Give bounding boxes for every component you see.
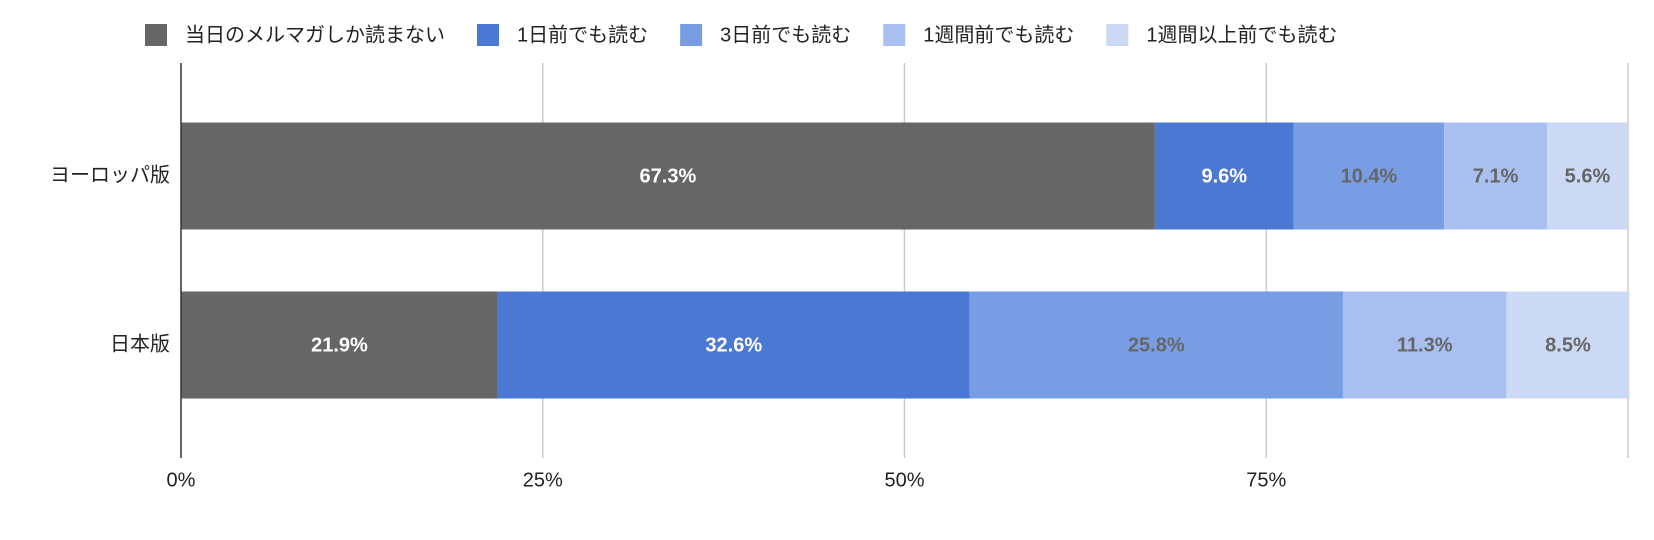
bar-segment [497, 291, 970, 399]
legend-label: 1日前でも読む [517, 23, 648, 46]
legend-label: 当日のメルマガしか読まない [185, 23, 445, 46]
y-tick-label: ヨーロッパ版 [50, 163, 170, 186]
value-label: 67.3% [640, 165, 697, 187]
value-label: 10.4% [1341, 165, 1398, 187]
x-tick-label: 25% [523, 469, 563, 491]
legend-label: 1週間以上前でも読む [1146, 23, 1337, 46]
bar-segment [1293, 122, 1445, 230]
value-label: 8.5% [1545, 334, 1591, 356]
bar-segment [1154, 122, 1294, 230]
x-tick-label: 75% [1246, 469, 1286, 491]
value-label: 11.3% [1397, 334, 1453, 356]
bar-segment [1546, 122, 1628, 230]
x-tick-label: 0% [167, 469, 196, 491]
value-label: 5.6% [1565, 165, 1611, 187]
value-label: 32.6% [705, 334, 762, 356]
legend-label: 1週間前でも読む [923, 23, 1074, 46]
legend-swatch [477, 24, 499, 46]
legend-label: 3日前でも読む [720, 23, 851, 46]
bar-segment [181, 122, 1155, 230]
y-tick-label: 日本版 [110, 332, 170, 355]
value-label: 25.8% [1128, 334, 1185, 356]
bar-segment [1342, 291, 1507, 399]
x-tick-label: 50% [884, 469, 924, 491]
legend-swatch [1106, 24, 1129, 46]
legend-swatch [680, 24, 703, 46]
legend-swatch [883, 24, 906, 46]
value-label: 7.1% [1473, 165, 1519, 187]
bar-segment [1444, 122, 1547, 230]
legend-swatch [145, 24, 167, 46]
value-label: 9.6% [1201, 165, 1247, 187]
bar-segment [969, 291, 1343, 399]
bar-segment [1506, 291, 1630, 399]
bar-segment [181, 291, 498, 399]
value-label: 21.9% [311, 334, 368, 356]
